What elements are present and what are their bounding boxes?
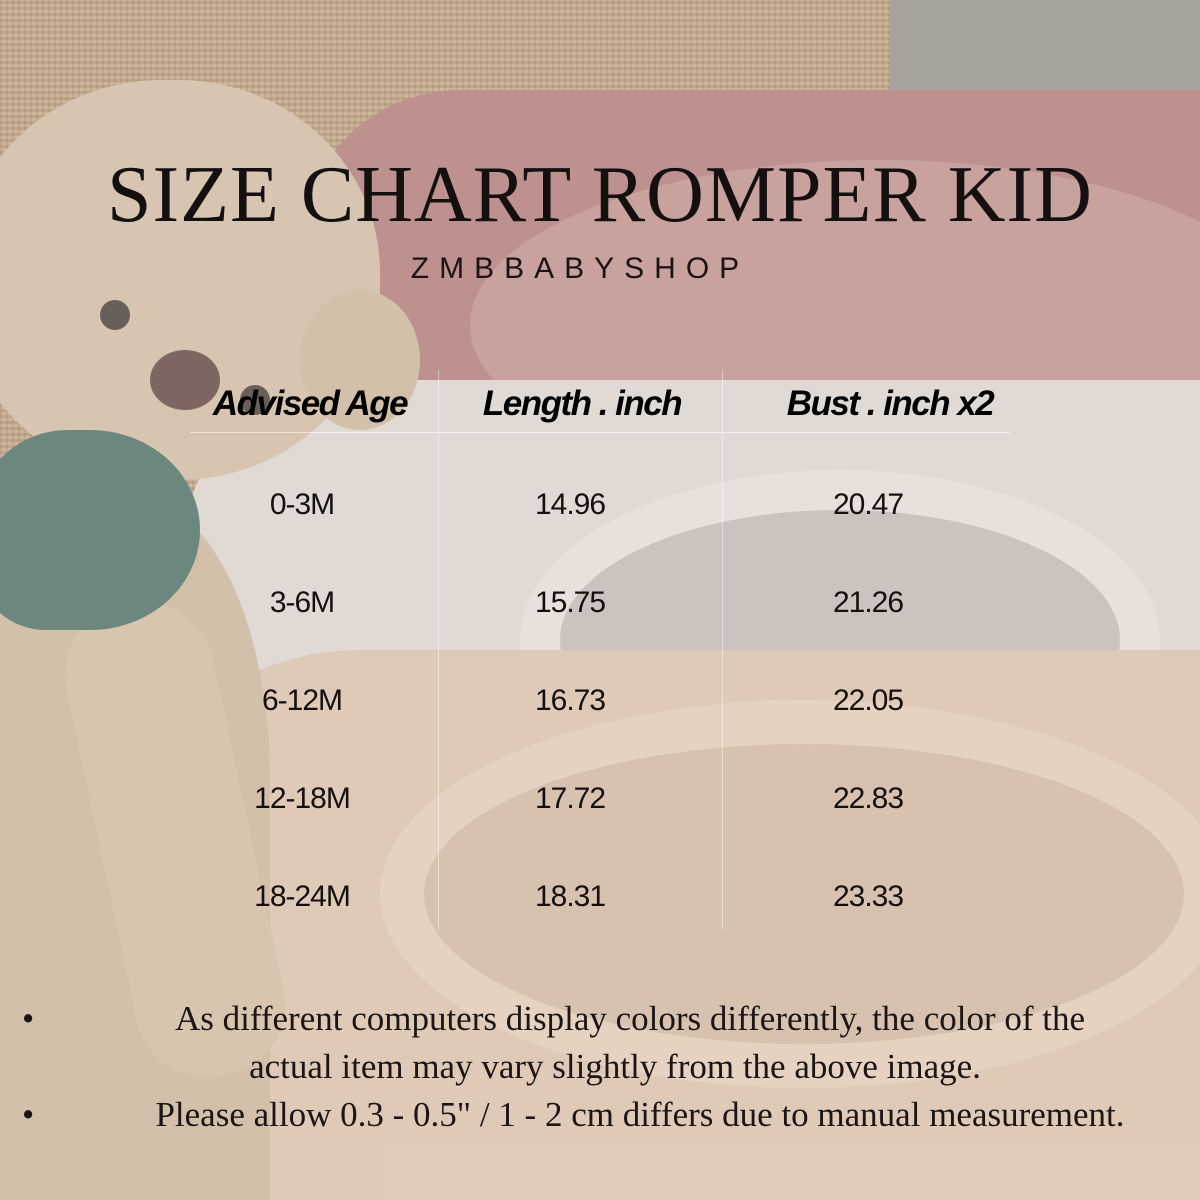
teddy-bear-eye	[240, 385, 270, 415]
cell-age: 18-24M	[254, 880, 351, 913]
page-title: SIZE CHART ROMPER KID	[107, 151, 1093, 239]
teddy-bear-ear	[300, 290, 420, 430]
size-table: Advised Age Length . inch Bust . inch x2…	[190, 370, 1010, 930]
column-divider	[722, 370, 723, 930]
teddy-bear-scarf	[0, 430, 200, 630]
note-item: • Please allow 0.3 - 0.5" / 1 - 2 cm dif…	[0, 1091, 1200, 1139]
note-text: Please allow 0.3 - 0.5" / 1 - 2 cm diffe…	[155, 1095, 1125, 1134]
cell-bust: 21.26	[832, 586, 904, 619]
notes-list: • As different computers display colors …	[0, 995, 1200, 1139]
column-header-length: Length . inch	[482, 384, 683, 423]
bullet: •	[22, 1095, 35, 1134]
note-text: As different computers display colors di…	[174, 999, 1086, 1038]
teddy-bear-nose	[150, 350, 220, 410]
column-header-age: Advised Age	[212, 384, 409, 423]
cell-length: 14.96	[534, 488, 606, 521]
column-header-bust: Bust . inch x2	[786, 384, 995, 423]
bullet: •	[22, 999, 35, 1038]
header-divider	[190, 432, 1010, 433]
cell-age: 6-12M	[261, 684, 343, 717]
note-item: • As different computers display colors …	[0, 995, 1200, 1091]
brand-name: ZMBBABYSHOP	[410, 252, 750, 285]
column-divider	[438, 370, 439, 930]
cell-length: 17.72	[534, 782, 606, 815]
cell-length: 15.75	[534, 586, 606, 619]
cell-bust: 22.05	[832, 684, 904, 717]
cell-bust: 23.33	[832, 880, 904, 913]
note-text: actual item may vary slightly from the a…	[249, 1047, 981, 1086]
cell-length: 18.31	[534, 880, 606, 913]
cell-bust: 20.47	[832, 488, 904, 521]
teddy-bear-head	[0, 80, 380, 480]
cell-age: 12-18M	[254, 782, 351, 815]
teddy-bear-eye	[100, 300, 130, 330]
cell-age: 3-6M	[269, 586, 335, 619]
cell-length: 16.73	[534, 684, 606, 717]
cell-age: 0-3M	[269, 488, 335, 521]
cell-bust: 22.83	[832, 782, 904, 815]
